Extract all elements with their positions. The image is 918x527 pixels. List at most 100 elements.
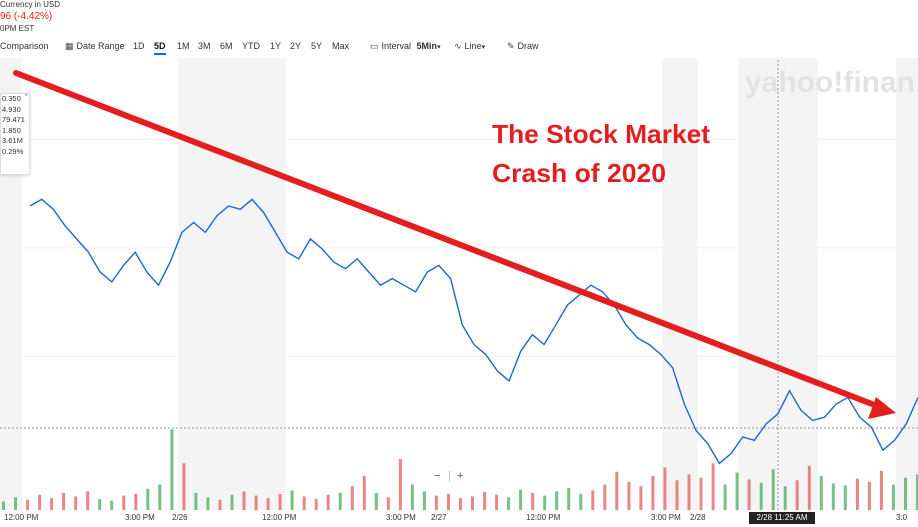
volume-bar — [86, 491, 90, 510]
annotation-line-2: Crash of 2020 — [492, 158, 666, 188]
volume-bar — [374, 493, 378, 510]
volume-bar — [867, 481, 871, 510]
volume-bar — [711, 463, 715, 511]
x-tick-label: 12:00 PM — [4, 513, 39, 522]
volume-bar — [110, 500, 114, 510]
volume-bar — [194, 493, 198, 510]
range-tab-max[interactable]: Max — [332, 41, 350, 51]
volume-bar — [350, 486, 354, 510]
volume-bar — [699, 477, 703, 510]
volume-bar — [326, 494, 330, 510]
volume-bar — [14, 497, 17, 511]
trend-arrow-shaft — [13, 70, 875, 407]
volume-bar — [447, 493, 450, 510]
volume-bar — [627, 481, 631, 510]
volume-bar — [891, 484, 895, 510]
volume-bar — [50, 498, 54, 510]
range-tab-5y[interactable]: 5Y — [311, 41, 323, 51]
volume-bar — [807, 465, 811, 510]
zoom-out-button[interactable]: − — [434, 470, 441, 482]
volume-bar — [495, 494, 499, 510]
volume-bar — [507, 497, 511, 511]
volume-bar — [879, 470, 883, 510]
volume-bar — [242, 491, 246, 510]
price-change: 96 (-4.42%) — [0, 11, 53, 22]
volume-bar — [855, 478, 859, 510]
chart-type-dropdown[interactable]: ∿ Line▾ — [454, 41, 485, 52]
chart-toolbar: Comparison ▦ Date Range 1D 5D 1M 3M 6M YT… — [0, 38, 918, 56]
market-time: 0PM EST — [0, 24, 35, 33]
yahoo-finance-watermark: yahoo!finan — [745, 66, 915, 99]
volume-bar — [266, 498, 270, 510]
volume-bar — [2, 501, 5, 510]
x-tick-label: 3:00 PM — [125, 513, 155, 522]
chart-type-label: Line — [464, 41, 482, 51]
volume-bar — [483, 492, 487, 510]
volume-bar — [290, 490, 294, 510]
volume-bar — [831, 483, 835, 510]
range-tab-1y[interactable]: 1Y — [270, 41, 282, 51]
volume-bar — [62, 493, 66, 510]
x-tick-label: 3:00 PM — [386, 513, 416, 522]
range-tab-ytd[interactable]: YTD — [242, 41, 260, 51]
x-tick-label: 2/27 — [431, 513, 447, 522]
x-tick-label: 2/28 — [690, 513, 706, 522]
price-line — [29, 198, 918, 465]
chevron-down-icon: ▾ — [481, 44, 486, 51]
volume-bar — [218, 499, 222, 510]
interval-dropdown[interactable]: ▭ Interval 5Min▾ — [370, 41, 441, 52]
data-tooltip: × 0.350 4.930 79.471 1.850 3.61M 0.29% — [0, 93, 30, 175]
volume-bar — [146, 488, 150, 511]
zoom-in-button[interactable]: + — [457, 470, 464, 482]
session-shading — [0, 58, 918, 510]
date-range-button[interactable]: ▦ Date Range — [65, 41, 125, 52]
volume-bar — [615, 471, 619, 511]
range-tab-2y[interactable]: 2Y — [290, 41, 302, 51]
range-tab-5d[interactable]: 5D — [154, 41, 166, 55]
interval-label: Interval — [381, 41, 412, 51]
volume-bar — [471, 496, 474, 510]
volume-bar — [687, 474, 691, 510]
volume-bar — [519, 489, 523, 510]
line-chart-icon: ∿ — [454, 41, 462, 51]
range-tab-6m[interactable]: 6M — [220, 41, 233, 51]
volume-bar — [579, 493, 583, 510]
volume-bar — [651, 476, 655, 510]
crosshair-date-label: 2/28 11:25 AM — [749, 512, 815, 524]
volume-bar — [675, 480, 679, 510]
interval-icon: ▭ — [370, 41, 379, 51]
volume-bar — [555, 491, 559, 510]
volume-bar — [398, 459, 402, 510]
volume-bar — [338, 493, 342, 510]
volume-bar — [591, 490, 595, 510]
volume-bar — [122, 495, 126, 511]
range-tab-3m[interactable]: 3M — [198, 41, 211, 51]
currency-note: Currency in USD — [0, 0, 61, 9]
volume-bar — [158, 484, 162, 510]
range-tab-1d[interactable]: 1D — [133, 41, 145, 51]
volume-bar — [639, 486, 643, 510]
volume-bars — [2, 429, 918, 511]
calendar-icon: ▦ — [65, 41, 74, 51]
trend-arrow-head — [868, 397, 896, 419]
volume-bar — [74, 496, 78, 510]
volume-bar — [543, 495, 547, 511]
interval-value: 5Min — [416, 41, 438, 51]
close-icon[interactable]: × — [24, 93, 28, 99]
volume-bar — [747, 479, 751, 510]
session-band — [178, 58, 286, 510]
range-tab-1m[interactable]: 1M — [177, 41, 190, 51]
volume-bar — [795, 480, 799, 510]
volume-bar — [531, 493, 535, 510]
tooltip-value: 0.350 — [2, 94, 21, 103]
trend-arrow — [13, 70, 896, 419]
pencil-icon: ✎ — [507, 41, 515, 51]
volume-bar — [434, 495, 438, 511]
volume-bar — [362, 476, 366, 510]
volume-bar — [134, 493, 138, 510]
volume-bar — [783, 486, 787, 510]
draw-button[interactable]: ✎ Draw — [507, 41, 539, 52]
comparison-button[interactable]: Comparison — [0, 41, 49, 51]
volume-bar — [230, 494, 234, 510]
